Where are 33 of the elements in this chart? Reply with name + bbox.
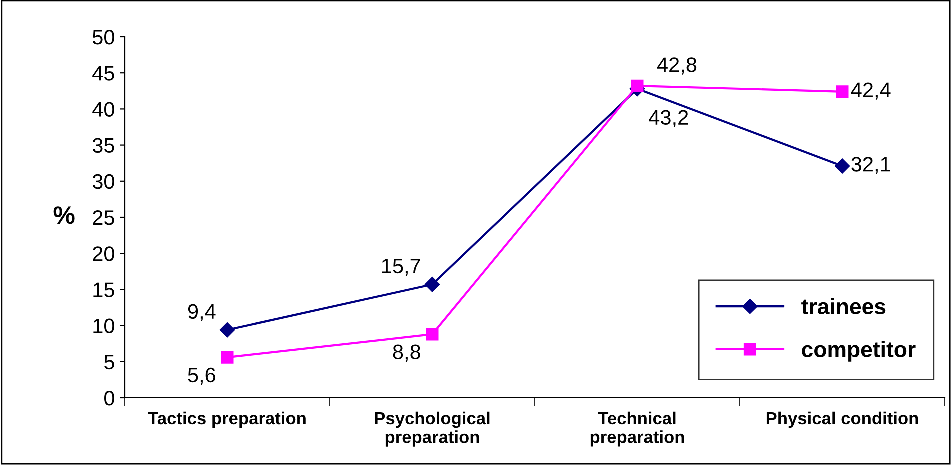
point [221,351,234,364]
y-tick-label: 40 [92,102,114,117]
legend-label: competitor [802,341,916,362]
x-tick-label: Physical condition [766,412,918,428]
y-tick-label: 30 [92,174,114,190]
y-tick-label: 45 [92,66,114,81]
y-tick-label: 20 [93,246,114,262]
y-tick-label: 50 [92,30,114,45]
point [834,158,850,174]
y-tick-label: 10 [94,318,114,334]
data-label: 15,7 [382,259,420,276]
y-tick-label: 15 [94,282,114,298]
data-label: 32,1 [852,157,890,174]
y-axis-title: % [54,206,75,224]
y-tick-label: 35 [92,138,114,154]
y-tick-label: 5 [104,355,114,370]
data-label: 42,4 [851,82,891,100]
data-label: 43,2 [649,110,688,128]
point [220,322,236,338]
point [836,86,849,98]
x-tick-label: Technical preparation [590,412,684,447]
x-tick-label: Tactics preparation [148,412,306,428]
y-tick-label: 0 [104,391,114,406]
point [631,80,644,92]
y-tick-label: 25 [93,210,114,226]
data-label: 8,8 [393,344,420,362]
x-tick-label: Psychological preparation [375,412,490,447]
data-label: 5,6 [188,368,216,386]
data-label: 9,4 [188,304,216,322]
legend-label: trainees [802,298,886,315]
data-label: 42,8 [657,58,697,75]
point [426,328,439,341]
point [424,277,440,292]
